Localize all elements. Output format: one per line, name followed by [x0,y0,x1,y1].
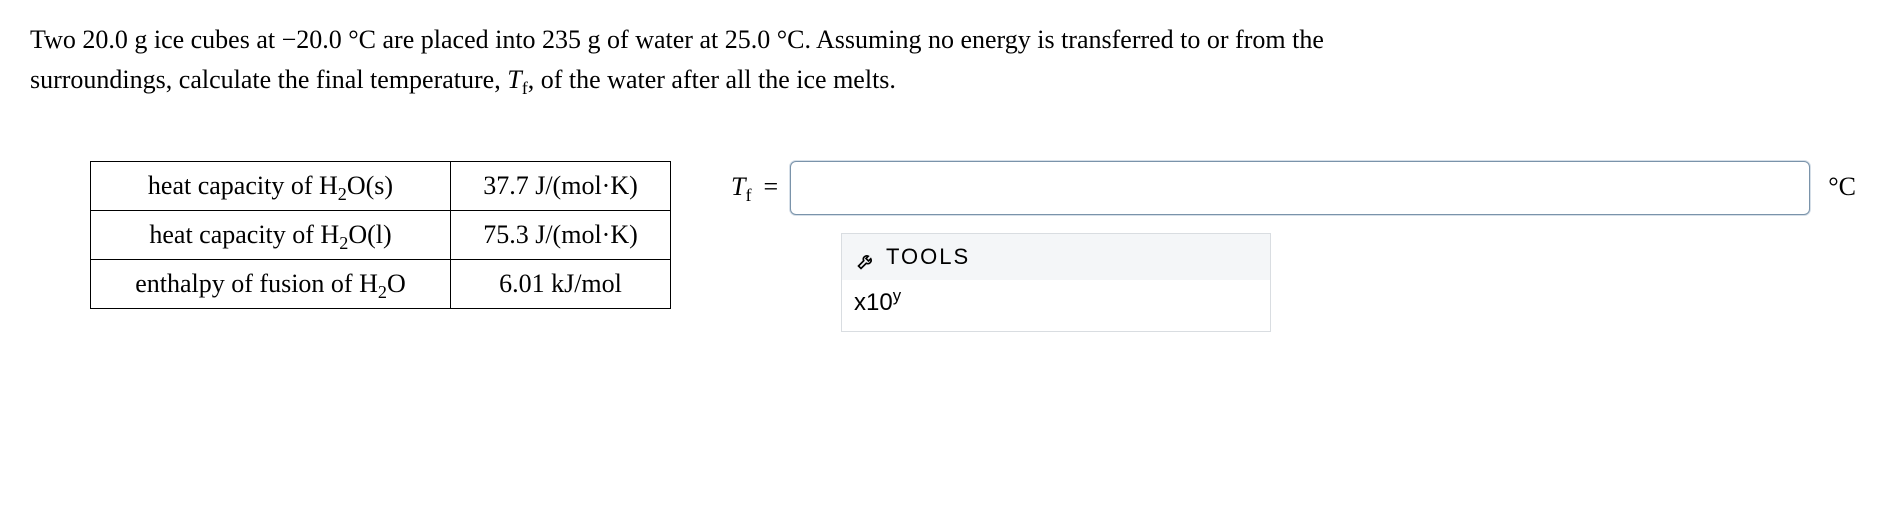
answer-f: f [745,186,751,206]
label-post: O(l) [348,220,391,249]
label-pre: enthalpy of fusion of H [135,269,378,298]
constants-table: heat capacity of H2O(s) 37.7 J/(mol·K) h… [90,161,671,310]
label-post: O(s) [347,171,393,200]
label-pre: heat capacity of H [149,220,339,249]
table-cell-label: heat capacity of H2O(l) [91,210,451,259]
tf-symbol-T: T [507,65,521,94]
label-sub: 2 [378,282,387,302]
table-cell-label: enthalpy of fusion of H2O [91,260,451,309]
problem-text-1a: Two 20.0 g ice cubes at [30,25,282,54]
label-sub: 2 [338,184,347,204]
table-cell-value: 37.7 J/(mol·K) [451,161,671,210]
tools-header: TOOLS [842,234,1270,280]
wrench-icon [856,247,876,267]
problem-text-1b: 20.0 °C are placed into 235 g of water a… [296,25,1324,54]
table-cell-value: 75.3 J/(mol·K) [451,210,671,259]
final-temperature-input[interactable] [790,161,1810,215]
tools-panel: TOOLS x10y [841,233,1271,332]
tools-label: TOOLS [886,240,970,274]
table-cell-label: heat capacity of H2O(s) [91,161,451,210]
minus-sign: − [282,25,297,54]
sci-exponent: y [893,286,901,305]
answer-area: Tf = °C TOOLS x10y [731,161,1856,332]
scientific-notation-button[interactable]: x10y [842,280,1270,331]
answer-prefix: Tf [731,167,752,207]
equals-sign: = [764,167,779,207]
answer-unit: °C [1822,167,1856,207]
table-row: heat capacity of H2O(s) 37.7 J/(mol·K) [91,161,671,210]
problem-text-2a: surroundings, calculate the final temper… [30,65,507,94]
label-pre: heat capacity of H [148,171,338,200]
answer-T: T [731,172,745,201]
table-cell-value: 6.01 kJ/mol [451,260,671,309]
problem-statement: Two 20.0 g ice cubes at −20.0 °C are pla… [30,20,1856,101]
label-post: O [387,269,406,298]
table-row: enthalpy of fusion of H2O 6.01 kJ/mol [91,260,671,309]
table-row: heat capacity of H2O(l) 75.3 J/(mol·K) [91,210,671,259]
problem-text-2b: , of the water after all the ice melts. [528,65,896,94]
label-sub: 2 [339,233,348,253]
sci-base: x10 [854,289,893,316]
